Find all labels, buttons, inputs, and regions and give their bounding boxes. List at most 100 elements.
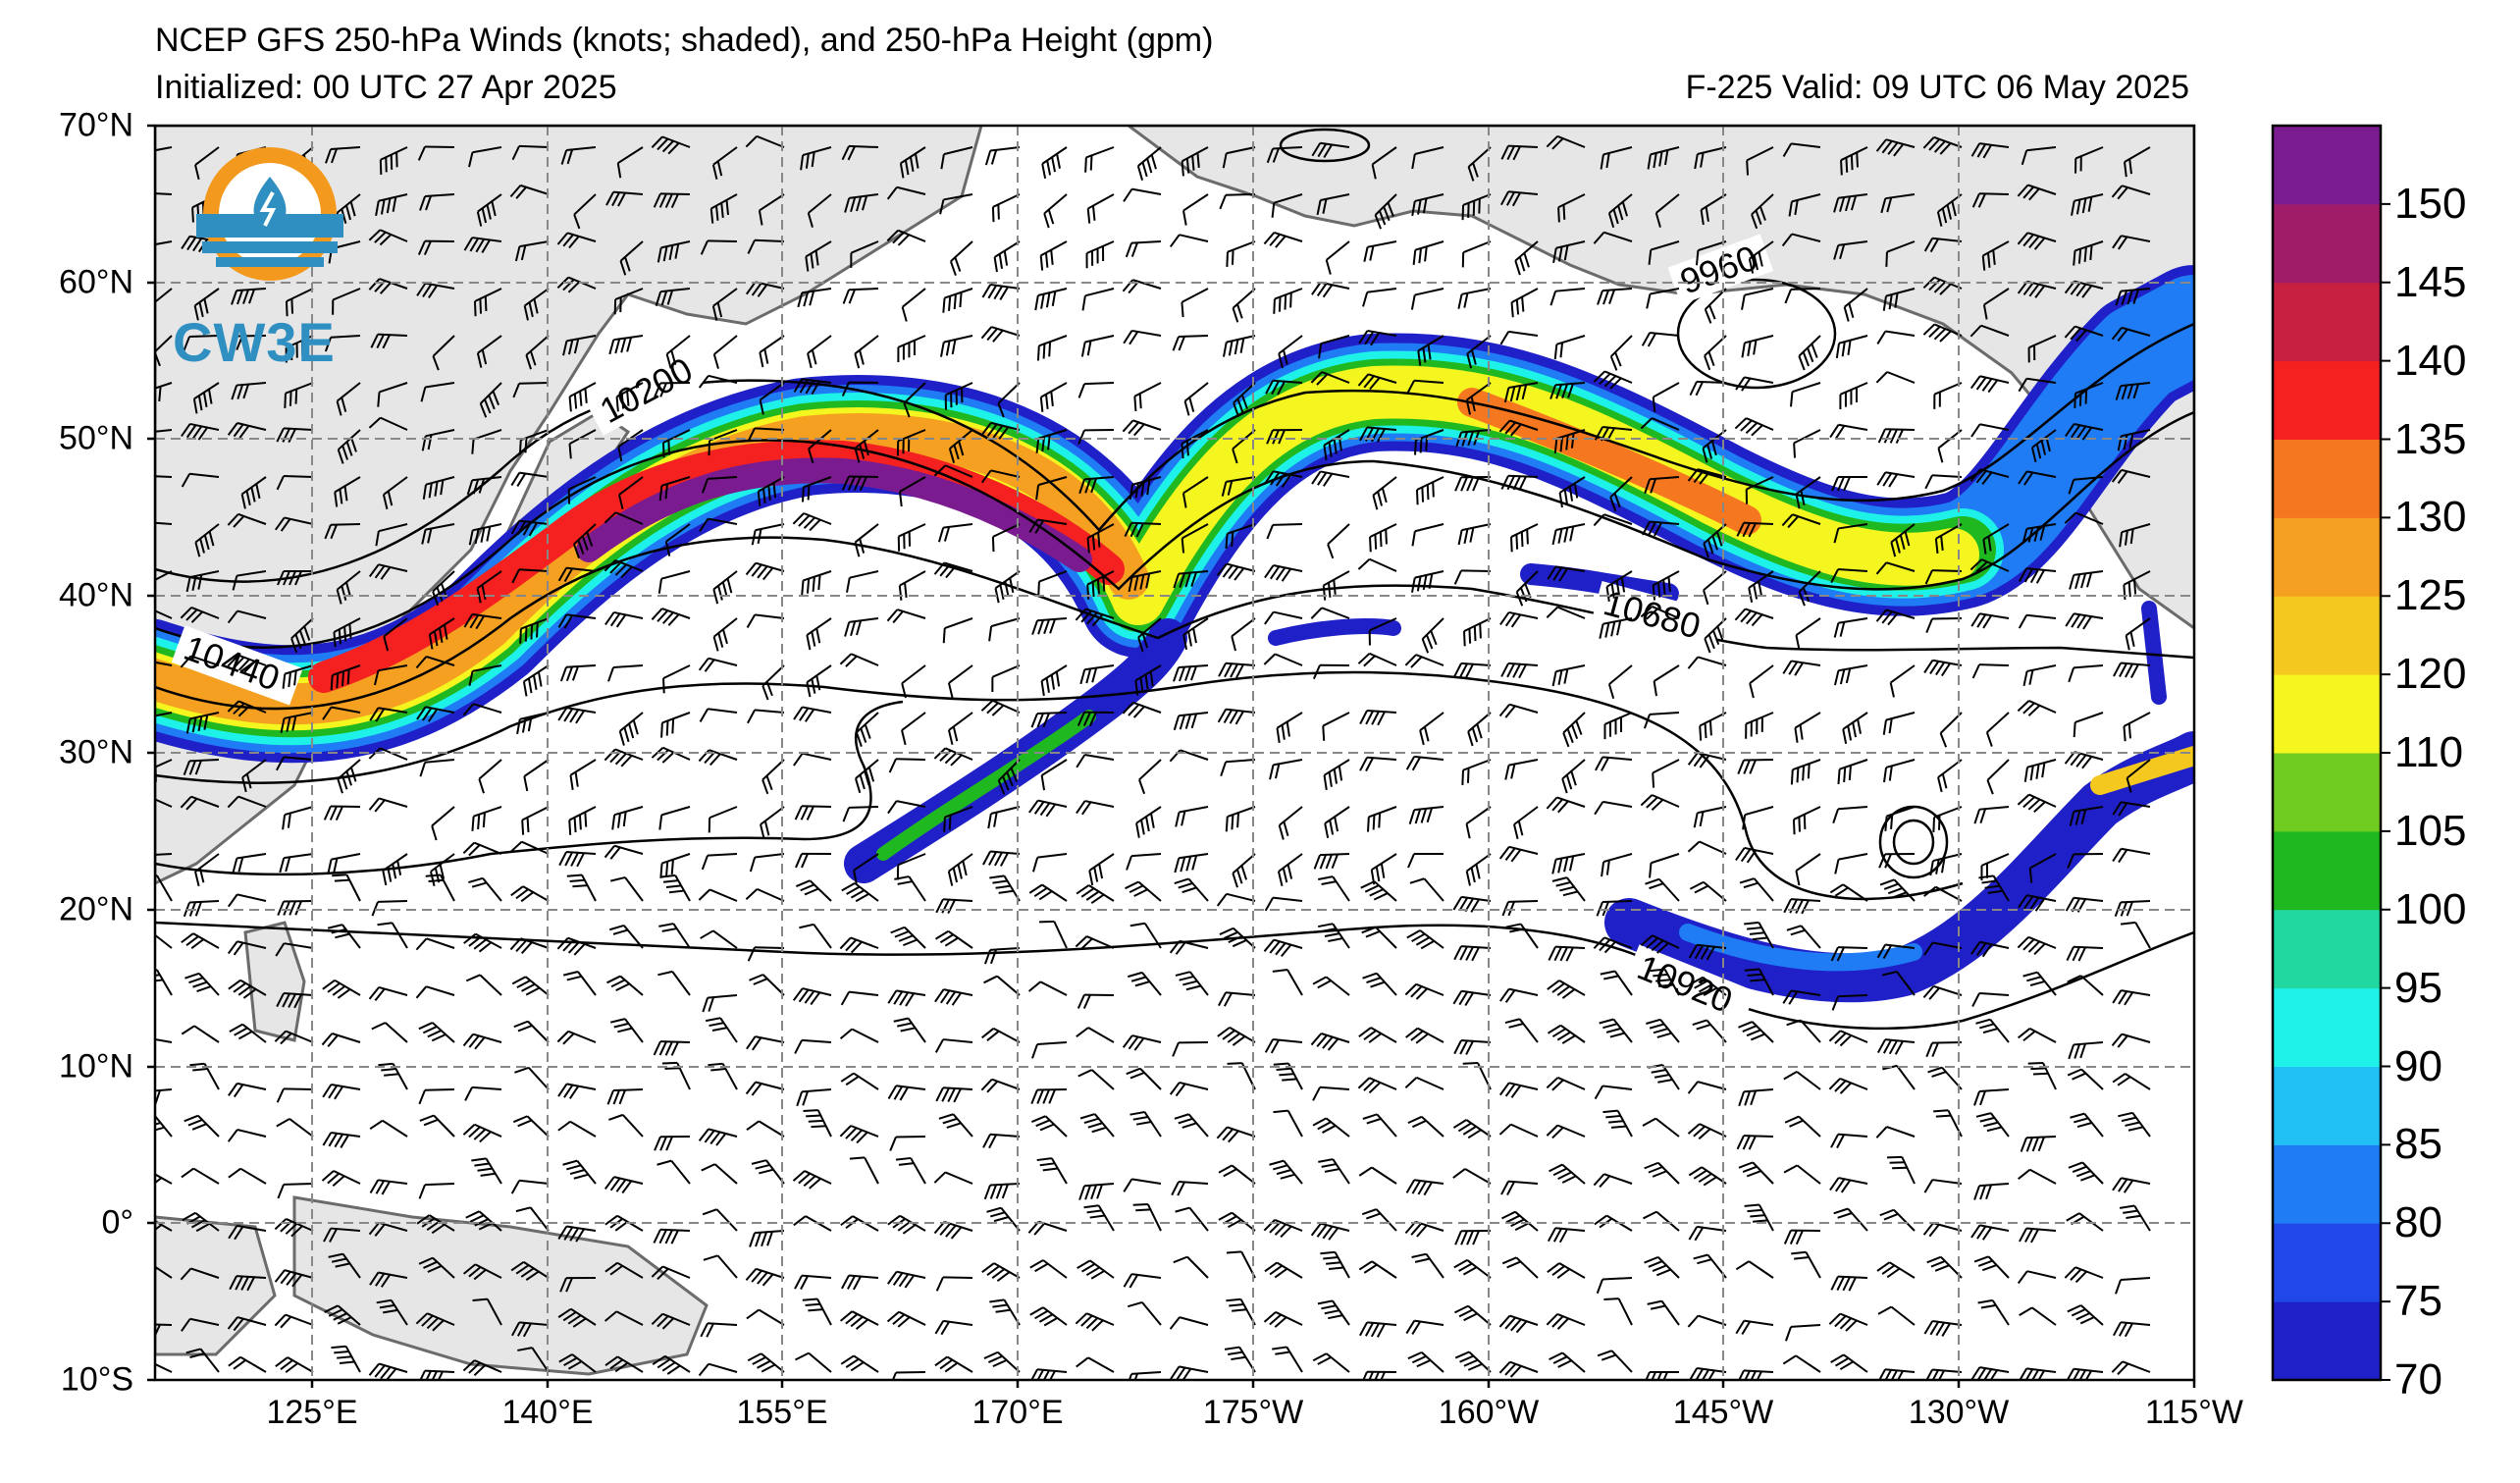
wind-barb: [747, 709, 785, 724]
wind-barb: [607, 664, 644, 682]
wind-barb: [943, 806, 973, 832]
wind-barb: [1264, 610, 1303, 625]
wind-barb: [478, 759, 502, 794]
wind-barb: [793, 752, 832, 767]
wind-barb: [1461, 240, 1492, 268]
wind-barb: [1136, 146, 1162, 181]
wind-barb: [980, 469, 1021, 484]
wind-barb: [2017, 700, 2057, 716]
wind-barb: [1601, 853, 1633, 877]
wind-barb: [1649, 853, 1680, 878]
wind-barb: [2112, 847, 2151, 864]
colorbar-label: 100: [2394, 884, 2467, 933]
wind-barb: [947, 712, 973, 745]
wind-barb: [1510, 288, 1539, 318]
wind-barb: [1122, 419, 1162, 437]
wind-barb: [519, 617, 550, 644]
wind-barb: [651, 135, 691, 155]
lat-label: 30°N: [59, 733, 133, 771]
wind-barb: [155, 429, 173, 434]
wind-barb: [462, 703, 502, 716]
jet-stream-shading: [155, 265, 2194, 1003]
wind-barb: [897, 335, 926, 363]
landmass: [155, 126, 2194, 1376]
wind-barb: [1181, 476, 1209, 508]
wind-barb: [1269, 759, 1303, 780]
colorbar-segment: [2273, 596, 2381, 675]
wind-barb: [1501, 900, 1539, 917]
wind-barb: [337, 759, 361, 794]
wind-barb: [1358, 330, 1397, 346]
wind-barb: [227, 609, 267, 624]
wind-barb: [1278, 806, 1303, 840]
wind-barb: [1086, 523, 1115, 554]
wind-barb: [379, 146, 408, 175]
wind-barb: [155, 793, 173, 808]
wind-barb: [947, 853, 973, 886]
wind-barb: [1266, 523, 1303, 540]
wind-barb: [661, 429, 691, 458]
wind-barb: [1735, 376, 1774, 392]
wind-barb: [940, 146, 973, 170]
wind-barb: [194, 853, 220, 887]
wind-barb: [1689, 380, 1727, 397]
wind-barb: [617, 476, 644, 509]
wind-barb: [324, 523, 361, 540]
wind-barb: [419, 759, 455, 777]
wind-barb: [185, 712, 220, 734]
wind-barb: [2064, 325, 2104, 343]
colorbar-label: 70: [2394, 1355, 2442, 1404]
wind-barb: [1411, 570, 1444, 593]
wind-barb: [1795, 617, 1821, 651]
wind-barb: [1924, 474, 1963, 490]
wind-barb: [1557, 193, 1586, 223]
wind-barb: [1079, 664, 1115, 685]
wind-barb: [1562, 712, 1586, 748]
colorbar-segment: [2273, 987, 2381, 1067]
wind-barb: [1648, 240, 1680, 265]
wind-barb: [618, 712, 644, 746]
wind-barb: [227, 422, 267, 439]
wind-barb: [1969, 375, 2010, 394]
wind-barb: [698, 374, 738, 389]
wind-barb: [568, 382, 597, 412]
wind-barb: [2074, 146, 2104, 174]
wind-barb: [155, 570, 173, 586]
wind-barb: [1406, 379, 1444, 395]
wind-barb: [1169, 234, 1209, 248]
wind-barb: [276, 475, 314, 491]
wind-barb: [1040, 664, 1068, 697]
wind-barb: [1605, 570, 1633, 603]
wind-barb: [1322, 570, 1350, 601]
wind-barb: [2074, 382, 2104, 408]
lon-label: 125°E: [266, 1394, 358, 1431]
wind-barb: [567, 476, 597, 504]
wind-barb: [1933, 382, 1963, 409]
wind-barb: [1219, 193, 1256, 210]
wind-barb: [2064, 511, 2104, 525]
wind-barb: [1076, 711, 1115, 727]
wind-barb: [1419, 712, 1444, 746]
wind-barb: [1125, 240, 1162, 258]
wind-barb: [1746, 146, 1774, 176]
wind-barb: [1080, 335, 1115, 357]
wind-barb: [712, 617, 738, 652]
wind-barb: [1078, 476, 1115, 495]
wind-barb: [2022, 664, 2057, 687]
wind-barb: [569, 759, 597, 790]
wind-barb: [1790, 382, 1821, 407]
wind-barb: [1699, 712, 1727, 741]
wind-barb: [476, 193, 502, 227]
wind-barb: [369, 707, 408, 722]
wind-barb: [419, 193, 455, 211]
wind-barb: [982, 850, 1021, 867]
wind-barb: [1028, 799, 1068, 818]
wind-barb: [509, 184, 550, 199]
wind-barb: [1039, 382, 1068, 412]
wind-barb: [282, 806, 314, 830]
wind-barb: [1357, 557, 1397, 572]
wind-barb: [1405, 755, 1444, 771]
wind-barb: [654, 382, 691, 397]
wind-barb: [514, 240, 550, 262]
wind-barb: [988, 617, 1021, 642]
